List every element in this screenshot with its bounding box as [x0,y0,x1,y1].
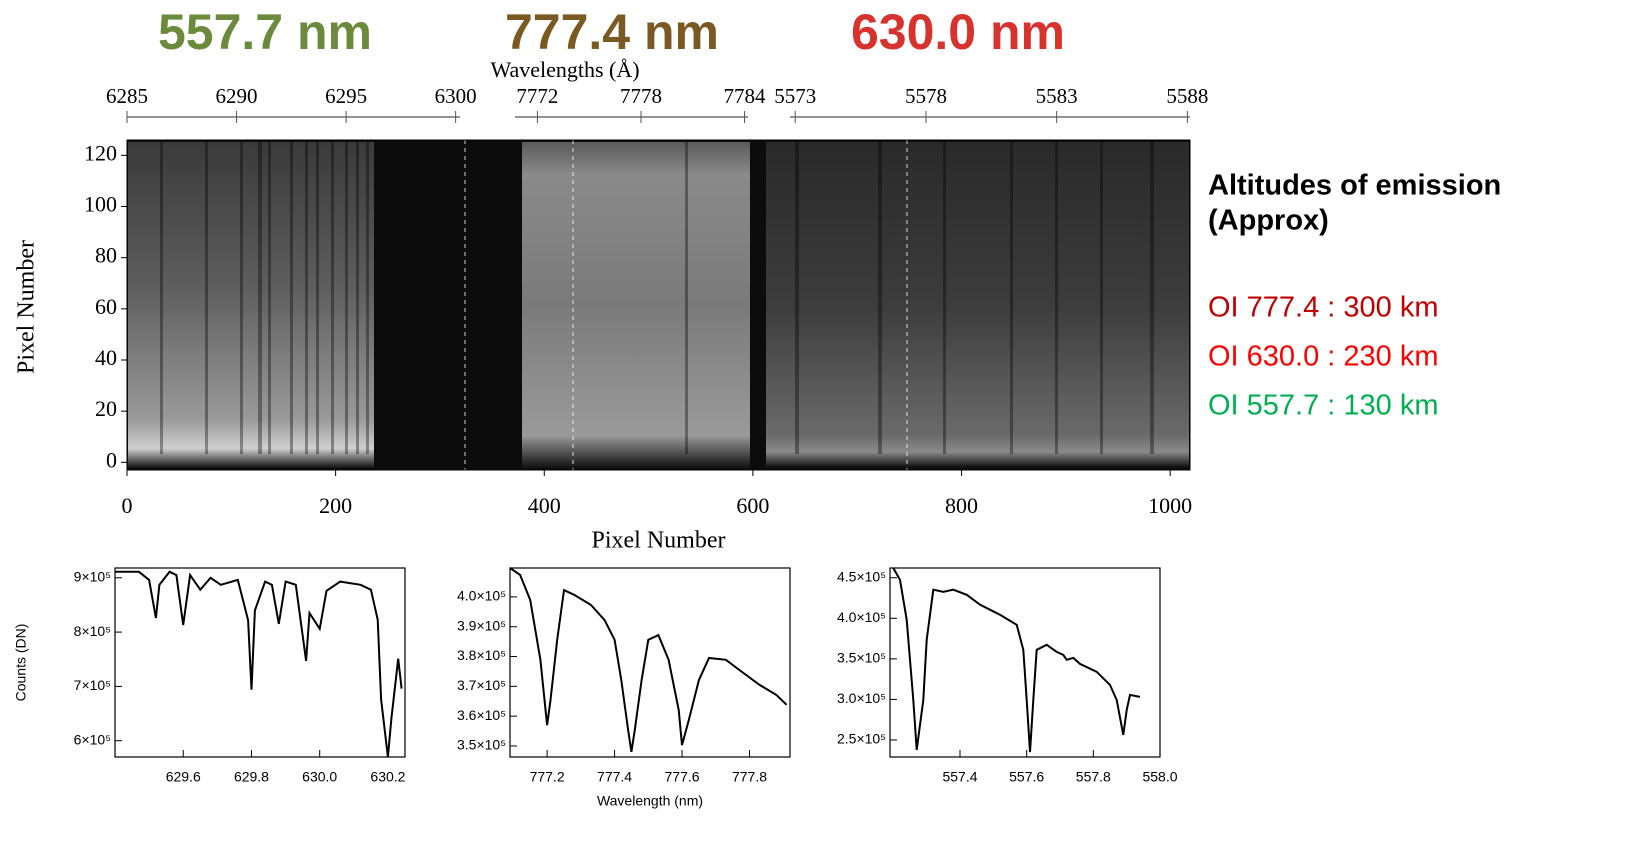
notes-line: OI 777.4 : 300 km [1208,292,1439,324]
top-tick-label: 7784 [724,84,767,108]
x-tick-label: 557.8 [1076,769,1111,785]
y-axis-label: Pixel Number [14,240,40,374]
y-tick-label: 40 [95,345,117,370]
y-tick-label: 20 [95,396,117,421]
top-axis-label: Wavelengths (Å) [490,57,639,82]
top-tick-label: 5588 [1166,84,1208,108]
x-tick-label: 629.6 [166,769,201,785]
line-markers [464,140,908,470]
x-tick-label: 777.8 [732,769,767,785]
y-tick-label: 9×10⁵ [74,568,111,584]
notes-line: OI 557.7 : 130 km [1208,390,1439,422]
top-tick-label: 6285 [106,84,148,108]
top-tick-label: 5578 [905,84,947,108]
y-tick-label: 120 [84,140,117,165]
x-tick-label: 600 [736,493,769,518]
spectrum-line [509,567,788,753]
top-tick-label: 7772 [516,84,558,108]
header-label: 557.7 nm [158,4,372,60]
y-tick-label: 0 [106,447,117,472]
top-tick-label: 7778 [620,84,662,108]
x-tick-label: 1000 [1148,493,1192,518]
top-tick-label: 5573 [774,84,816,108]
spectrogram [127,140,1190,470]
y-tick-label: 4.0×10⁵ [837,609,886,625]
y-tick-label: 60 [95,294,117,319]
y-tick-label: 3.8×10⁵ [457,647,506,663]
y-tick-label: 80 [95,243,117,268]
y-tick-label: 3.6×10⁵ [457,707,506,723]
plot-frame [114,567,406,758]
y-axis-label: Counts (DN) [13,624,29,702]
top-tick-label: 6290 [216,84,258,108]
x-tick-label: 800 [945,493,978,518]
image-block [766,142,1189,468]
y-tick-label: 100 [84,192,117,217]
image-block [128,142,374,468]
top-tick-label: 5583 [1036,84,1078,108]
spectrum-line [892,567,1141,753]
x-tick-label: 629.8 [234,769,269,785]
image-block [522,142,750,468]
x-tick-label: 630.2 [370,769,405,785]
top-tick-label: 6300 [435,84,477,108]
y-tick-label: 2.5×10⁵ [837,731,886,747]
plot-frame [509,567,791,758]
x-tick-label: 558.0 [1142,769,1177,785]
absorption-lines [160,142,1154,454]
x-axis-label: Pixel Number [592,528,726,554]
y-tick-label: 4.5×10⁵ [837,568,886,584]
x-tick-label: 777.4 [597,769,632,785]
x-tick-label: 777.2 [530,769,565,785]
notes-title: Altitudes of emission [1208,170,1501,202]
y-tick-label: 3.5×10⁵ [457,737,506,753]
y-tick-label: 4.0×10⁵ [457,588,506,604]
x-tick-label: 557.6 [1009,769,1044,785]
x-tick-label: 777.6 [665,769,700,785]
y-tick-label: 3.5×10⁵ [837,650,886,666]
notes-line: OI 630.0 : 230 km [1208,341,1439,373]
plot-frame [126,139,1191,471]
y-tick-label: 7×10⁵ [74,677,111,693]
x-tick-label: 630.0 [302,769,337,785]
x-tick-label: 400 [528,493,561,518]
header-label: 630.0 nm [851,4,1065,60]
y-tick-label: 8×10⁵ [74,623,111,639]
spectrum-line [115,570,403,758]
x-tick-label: 0 [122,493,133,518]
y-tick-label: 6×10⁵ [74,731,111,747]
top-tick-label: 6295 [325,84,367,108]
x-tick-label: 200 [319,493,352,518]
x-tick-label: 557.4 [942,769,977,785]
y-tick-label: 3.9×10⁵ [457,617,506,633]
y-tick-label: 3.7×10⁵ [457,677,506,693]
notes-subtitle: (Approx) [1208,205,1329,237]
header-label: 777.4 nm [505,4,719,60]
x-axis-label: Wavelength (nm) [597,793,703,809]
y-tick-label: 3.0×10⁵ [837,690,886,706]
